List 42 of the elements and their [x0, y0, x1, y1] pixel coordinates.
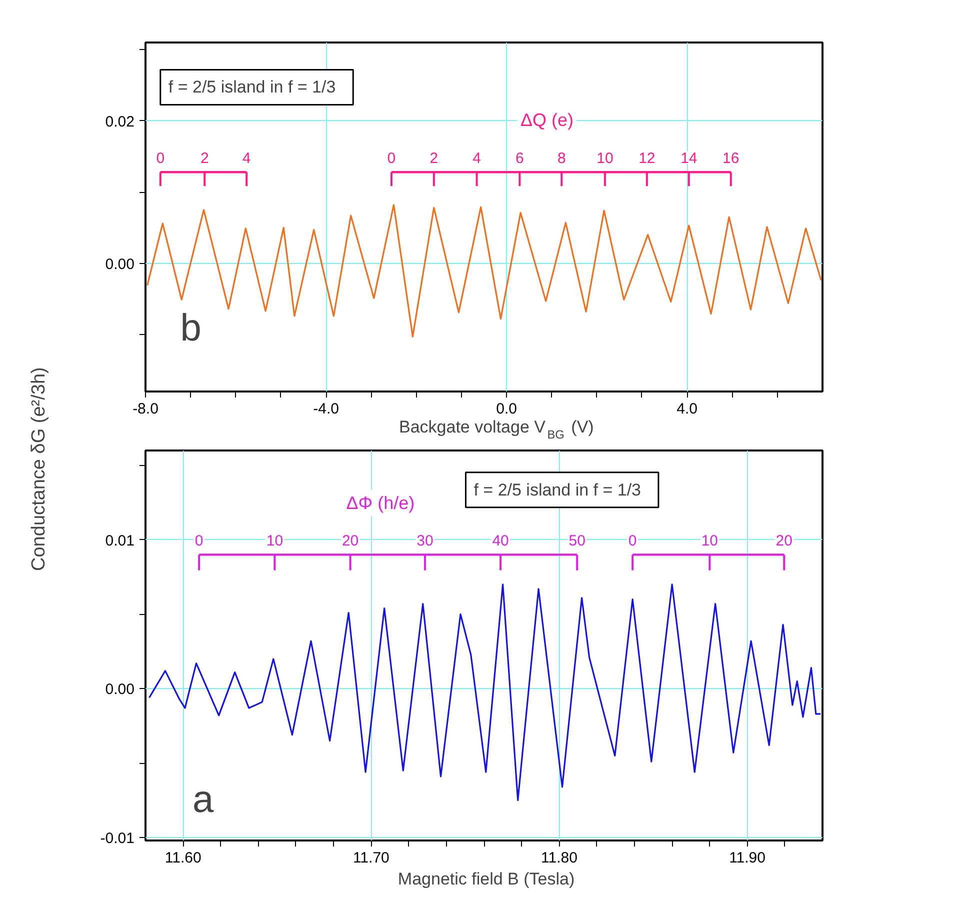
x-tick-label: 11.70 [352, 850, 390, 866]
annotation: 20 [342, 532, 359, 550]
x-tick-label: -4.0 [313, 400, 339, 418]
annotation: 2 [200, 150, 209, 168]
x-tick-label: -8.0 [132, 400, 158, 418]
annotation: a [192, 779, 214, 821]
annotation: 2 [430, 150, 438, 168]
annotation: 4 [242, 150, 251, 168]
annotation: 10 [701, 532, 718, 550]
annotation: 0 [387, 150, 396, 168]
annotation: 4 [472, 150, 481, 168]
annotation: 12 [638, 150, 656, 168]
x-tick-label: 11.60 [164, 850, 202, 866]
annotation: 16 [722, 150, 740, 168]
annotation: 10 [266, 532, 284, 550]
x-axis-title: Magnetic field B (Tesla) [398, 870, 575, 888]
annotation: 10 [596, 150, 614, 168]
annotation: b [180, 308, 202, 350]
annotation: 20 [776, 532, 792, 550]
annotation: 50 [568, 532, 586, 550]
annotation: ΔQ (e) [520, 110, 574, 130]
y-tick-label: 0.00 [105, 681, 135, 698]
x-tick-label: 11.80 [541, 850, 578, 866]
y-tick-label: -0.01 [100, 830, 135, 848]
annotation: 0 [628, 532, 637, 550]
annotation: 40 [492, 532, 509, 550]
annotation: f = 2/5 island in f = 1/3 [474, 480, 641, 500]
annotation: 0 [156, 150, 165, 168]
annotation: 30 [416, 532, 434, 550]
annotation: 6 [515, 150, 524, 168]
annotation: 0 [194, 532, 204, 550]
y-tick-label: 0.00 [105, 256, 135, 273]
annotation: 8 [557, 150, 566, 168]
y-axis-title: Conductance δG (e²/3h) [28, 367, 50, 571]
annotation: f = 2/5 island in f = 1/3 [168, 78, 336, 97]
y-tick-label: 0.01 [105, 532, 135, 550]
x-tick-label: 0.0 [496, 400, 517, 418]
x-tick-label: 4.0 [676, 400, 698, 418]
annotation: 14 [680, 150, 698, 168]
annotation: ΔΦ (h/e) [346, 492, 415, 513]
y-tick-label: 0.02 [105, 113, 135, 130]
x-tick-label: 11.90 [729, 850, 766, 866]
